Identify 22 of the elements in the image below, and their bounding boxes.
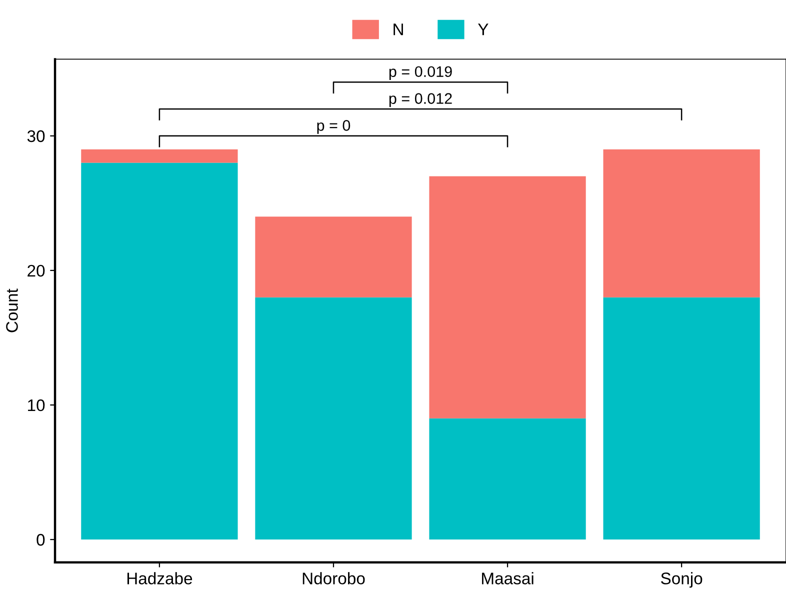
x-tick-label: Maasai [482,572,534,584]
bar [429,176,586,418]
y-axis-title: Count [6,288,18,332]
annotation: p = 0.012 [389,93,452,107]
x-tick-label: Hadzabe [127,572,192,584]
bar [603,149,760,298]
y-tick-label: 30 [27,130,45,142]
x-tick-label: Ndorobo [302,572,365,584]
annotation: p = 0 [317,120,350,134]
y-tick-label: 0 [36,534,45,546]
y-tick-label: 10 [28,399,45,412]
y-tick-label: 20 [28,264,45,277]
annotation: p = 0.019 [389,66,452,80]
bar [255,216,412,298]
x-tick-label: Sonjo [661,572,702,588]
bar [81,149,238,163]
legend-label: Y [478,24,488,36]
bar [81,162,238,540]
bar [429,418,586,540]
bar [255,297,412,540]
bar [603,297,760,540]
legend-label: N [394,24,403,36]
